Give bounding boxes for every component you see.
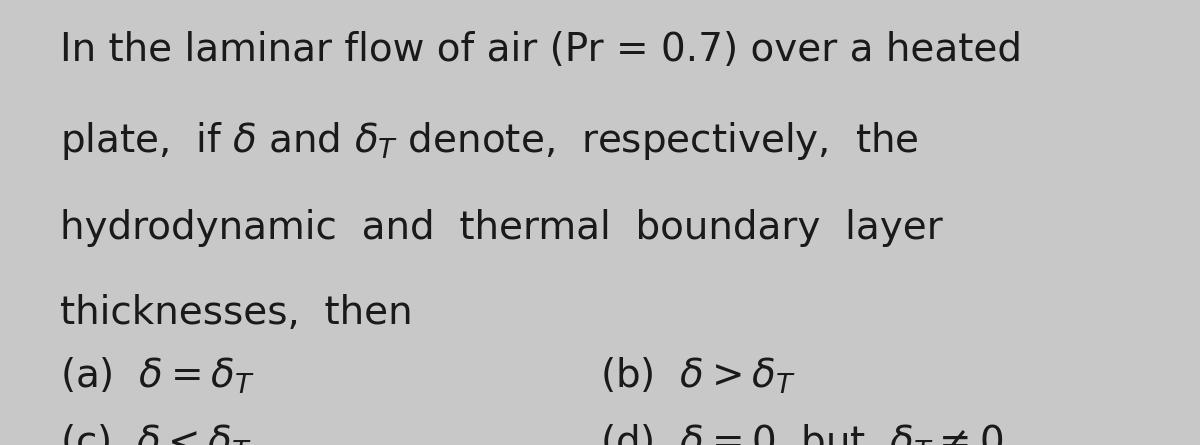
Text: hydrodynamic  and  thermal  boundary  layer: hydrodynamic and thermal boundary layer (60, 209, 943, 247)
Text: (c)  $\delta < \delta_T$: (c) $\delta < \delta_T$ (60, 423, 252, 445)
Text: (b)  $\delta > \delta_T$: (b) $\delta > \delta_T$ (600, 356, 796, 396)
Text: thicknesses,  then: thicknesses, then (60, 294, 413, 332)
Text: In the laminar flow of air (Pr = 0.7) over a heated: In the laminar flow of air (Pr = 0.7) ov… (60, 31, 1022, 69)
Text: (d)  $\delta = 0$  but  $\delta_T \neq 0$: (d) $\delta = 0$ but $\delta_T \neq 0$ (600, 423, 1003, 445)
Text: (a)  $\delta = \delta_T$: (a) $\delta = \delta_T$ (60, 356, 254, 396)
Text: plate,  if $\delta$ and $\delta_T$ denote,  respectively,  the: plate, if $\delta$ and $\delta_T$ denote… (60, 120, 919, 162)
